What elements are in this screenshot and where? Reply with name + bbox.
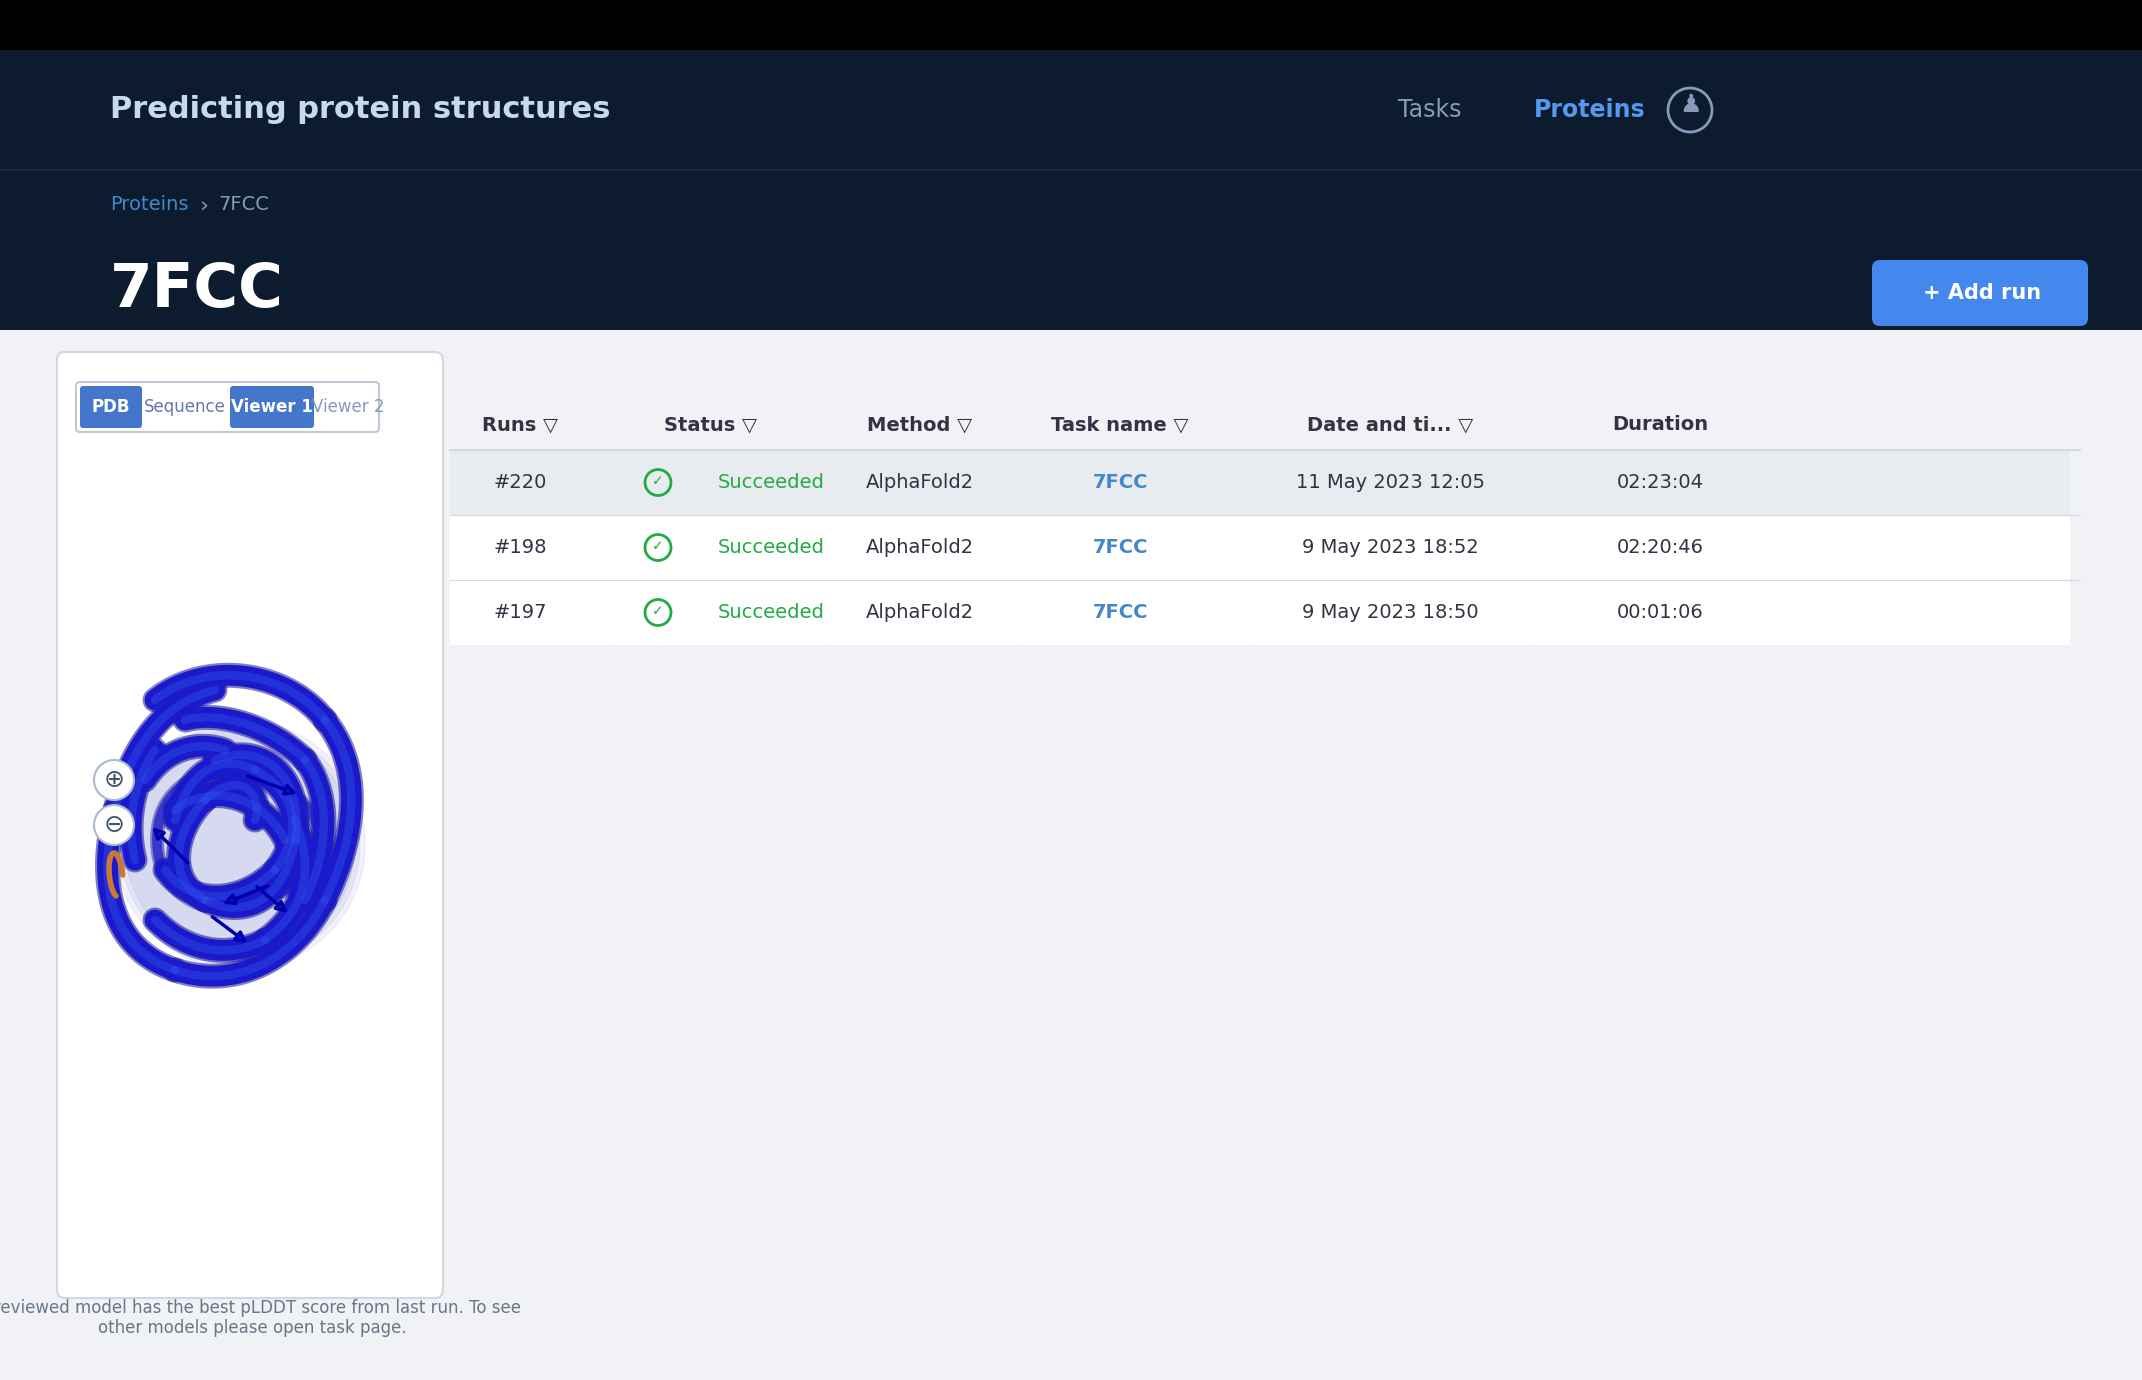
Text: Succeeded: Succeeded [718,473,825,493]
FancyBboxPatch shape [0,330,2142,1380]
Text: 9 May 2023 18:50: 9 May 2023 18:50 [1302,603,1478,622]
Text: Runs ▽: Runs ▽ [482,415,559,435]
Text: 9 May 2023 18:52: 9 May 2023 18:52 [1302,538,1478,558]
Text: 7FCC: 7FCC [1092,538,1148,558]
FancyBboxPatch shape [229,386,315,428]
Circle shape [94,760,135,800]
Circle shape [116,720,364,970]
FancyBboxPatch shape [450,400,2069,450]
Text: 7FCC: 7FCC [1092,603,1148,622]
Text: 7FCC: 7FCC [218,196,270,214]
FancyBboxPatch shape [0,0,2142,50]
Text: AlphaFold2: AlphaFold2 [865,538,975,558]
Text: ✓: ✓ [651,604,664,618]
Text: Previewed model has the best pLDDT score from last run. To see
other models plea: Previewed model has the best pLDDT score… [0,1299,521,1337]
Text: Viewer 1: Viewer 1 [231,397,313,415]
Text: ✓: ✓ [651,475,664,489]
Text: Duration: Duration [1613,415,1707,435]
Text: + Add run: + Add run [1924,283,2041,304]
Text: Task name ▽: Task name ▽ [1052,415,1189,435]
Text: Method ▽: Method ▽ [868,415,972,435]
FancyBboxPatch shape [79,386,141,428]
FancyBboxPatch shape [450,450,2069,515]
Text: AlphaFold2: AlphaFold2 [865,603,975,622]
Circle shape [120,724,360,965]
Text: ›: › [199,195,210,215]
Text: ⊖: ⊖ [103,813,124,838]
Text: Tasks: Tasks [1399,98,1461,121]
Text: Date and ti... ▽: Date and ti... ▽ [1307,415,1474,435]
Circle shape [124,730,356,960]
Text: 7FCC: 7FCC [1092,473,1148,493]
Text: Succeeded: Succeeded [718,538,825,558]
Text: ✓: ✓ [651,540,664,553]
FancyBboxPatch shape [450,580,2069,644]
FancyBboxPatch shape [58,352,443,1299]
Text: 00:01:06: 00:01:06 [1617,603,1703,622]
Circle shape [94,805,135,845]
Text: PDB: PDB [92,397,131,415]
Text: Proteins: Proteins [1534,98,1645,121]
Text: Viewer 2: Viewer 2 [313,397,383,415]
Text: #220: #220 [493,473,546,493]
FancyBboxPatch shape [0,50,2142,170]
Text: ♟: ♟ [1679,92,1701,117]
Text: #198: #198 [493,538,546,558]
FancyBboxPatch shape [1872,259,2088,326]
Text: Sequence: Sequence [144,397,225,415]
Text: Predicting protein structures: Predicting protein structures [109,95,610,124]
FancyBboxPatch shape [0,170,2142,330]
Text: 11 May 2023 12:05: 11 May 2023 12:05 [1296,473,1484,493]
Text: 02:20:46: 02:20:46 [1617,538,1703,558]
Text: 02:23:04: 02:23:04 [1617,473,1703,493]
Text: AlphaFold2: AlphaFold2 [865,473,975,493]
Text: Succeeded: Succeeded [718,603,825,622]
Text: Proteins: Proteins [109,196,188,214]
Text: ⊕: ⊕ [103,769,124,792]
Text: #197: #197 [493,603,546,622]
Text: 7FCC: 7FCC [109,261,285,320]
Text: Status ▽: Status ▽ [664,415,756,435]
FancyBboxPatch shape [450,515,2069,580]
